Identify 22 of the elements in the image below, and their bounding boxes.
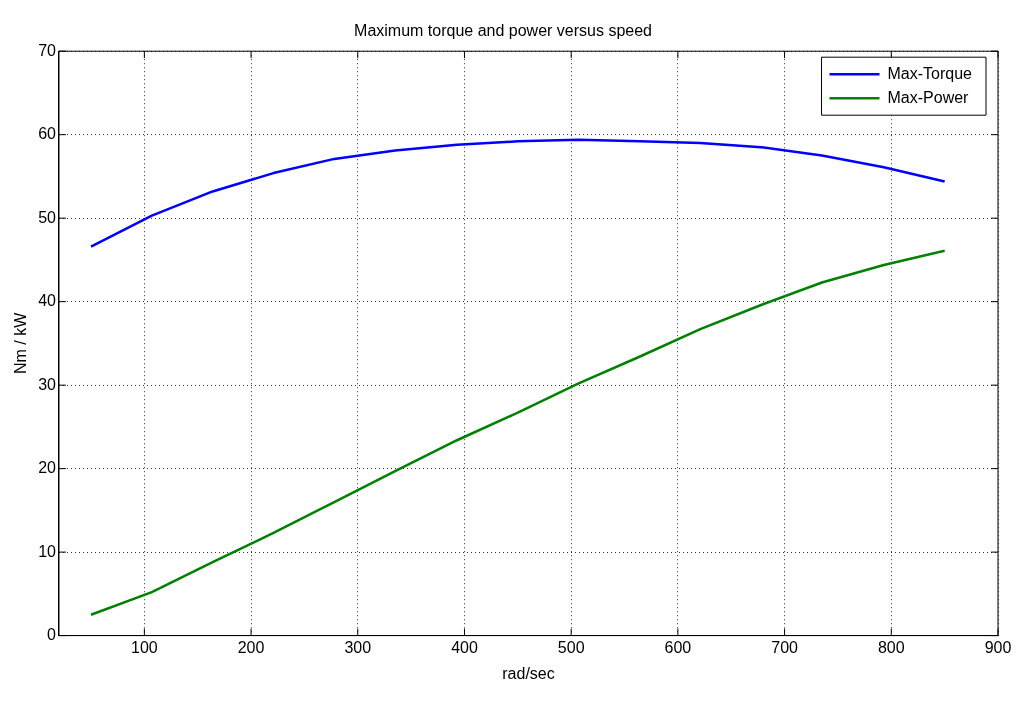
x-tick-label: 200 [237,638,265,656]
legend-label: Max-Power [887,88,970,106]
x-tick-label: 600 [664,638,692,656]
x-tick-label: 300 [344,638,372,656]
y-tick-label: 60 [38,125,57,143]
y-tick-label: 40 [38,292,57,310]
y-tick-label: 20 [38,459,57,477]
y-tick-label: 50 [38,208,57,226]
x-tick-label: 900 [984,638,1012,656]
y-tick-label: 10 [38,542,57,560]
x-axis-title: rad/sec [502,664,555,682]
x-tick-label: 800 [877,638,905,656]
x-tick-label: 700 [771,638,799,656]
x-tick-label: 400 [451,638,478,656]
x-tick-label: 500 [557,638,585,656]
y-axis-title: Nm / kW [12,311,30,375]
y-tick-label: 0 [47,626,57,644]
chart-title: Maximum torque and power versus speed [354,22,652,40]
y-tick-label: 30 [38,375,57,393]
legend-label: Max-Torque [887,64,973,82]
y-tick-label: 70 [38,41,57,59]
x-tick-label: 100 [131,638,158,656]
